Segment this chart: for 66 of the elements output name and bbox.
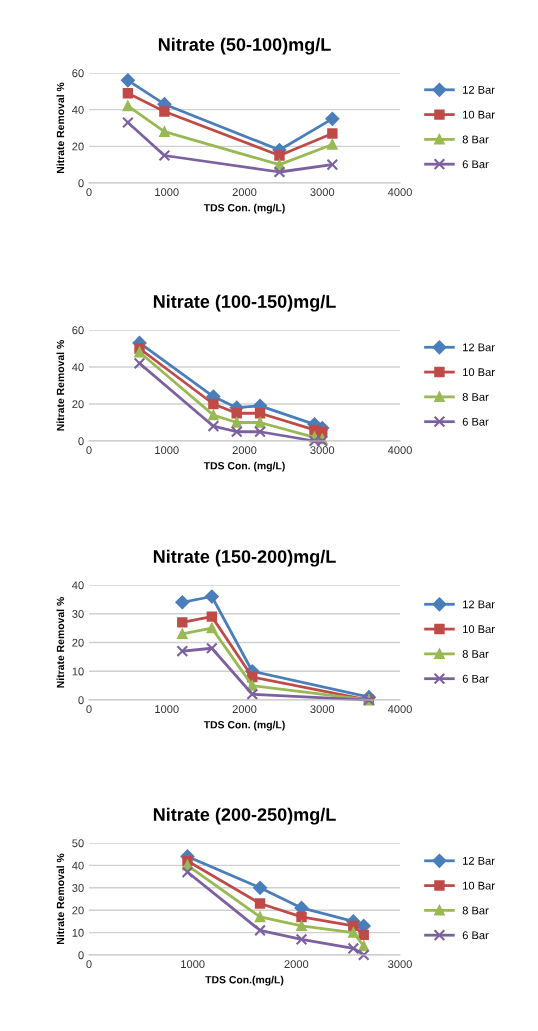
x-tick-label: 3000 (310, 188, 335, 197)
y-tick-label: 50 (72, 839, 84, 848)
legend-label: 8 Bar (462, 393, 489, 401)
legend-label: 6 Bar (462, 931, 489, 940)
y-axis-title: Nitrate Removal % (56, 597, 65, 688)
legend-label: 6 Bar (462, 674, 489, 683)
chart-title: Nitrate (50-100)mg/L (158, 37, 331, 55)
chart-title: Nitrate (200-250)mg/L (153, 807, 336, 825)
chart-title: Nitrate (100-150)mg/L (153, 294, 336, 312)
x-tick-label: 2000 (232, 446, 257, 455)
legend-label: 12 Bar (463, 85, 495, 94)
x-tick-label: 1000 (155, 705, 179, 714)
x-tick-label: 4000 (387, 188, 412, 197)
x-tick-label: 0 (86, 705, 92, 714)
x-axis-title: TDS Con. (mg/L) (203, 203, 285, 214)
y-axis-title: Nitrate Removal % (56, 340, 65, 431)
x-tick-label: 2000 (232, 705, 257, 714)
x-tick-label: 1000 (155, 446, 179, 455)
x-axis-title: TDS Con. (mg/L) (203, 461, 285, 472)
y-tick-label: 40 (72, 105, 84, 114)
y-tick-label: 20 (72, 142, 84, 151)
x-tick-label: 2000 (232, 188, 257, 197)
y-tick-label: 20 (72, 400, 84, 409)
x-tick-label: 0 (86, 446, 92, 455)
y-tick-label: 60 (72, 69, 84, 78)
x-axis-title: TDS Con.(mg/L) (205, 975, 284, 986)
x-tick-label: 1000 (181, 960, 205, 969)
legend-label: 10 Bar (463, 110, 495, 119)
x-axis-title: TDS Con. (mg/L) (203, 720, 285, 731)
x-tick-label: 0 (86, 188, 92, 197)
legend-label: 12 Bar (463, 343, 495, 352)
legend-label: 8 Bar (462, 135, 489, 144)
legend-label: 10 Bar (463, 625, 495, 634)
y-tick-label: 0 (78, 696, 84, 705)
legend-label: 8 Bar (462, 906, 489, 915)
y-tick-label: 60 (72, 326, 84, 335)
chart-title: Nitrate (150-200)mg/L (153, 549, 336, 567)
y-tick-label: 10 (72, 928, 84, 937)
y-tick-label: 20 (72, 906, 84, 915)
y-tick-label: 30 (72, 610, 84, 618)
y-tick-label: 40 (72, 581, 84, 590)
legend-label: 12 Bar (463, 856, 495, 865)
legend-label: 8 Bar (462, 650, 489, 658)
legend-label: 10 Bar (463, 368, 495, 377)
x-tick-label: 1000 (155, 188, 179, 197)
x-tick-label: 4000 (387, 705, 412, 714)
legend-label: 12 Bar (463, 600, 495, 609)
legend-label: 6 Bar (462, 160, 489, 169)
y-tick-label: 30 (72, 884, 84, 892)
y-axis-title: Nitrate Removal % (56, 853, 65, 945)
y-tick-label: 0 (78, 951, 84, 960)
x-tick-label: 3000 (310, 705, 335, 714)
y-tick-label: 20 (72, 638, 84, 647)
x-tick-label: 2000 (284, 960, 309, 969)
y-tick-label: 10 (72, 667, 84, 676)
y-tick-label: 0 (78, 437, 84, 446)
y-tick-label: 0 (78, 179, 84, 188)
y-tick-label: 40 (72, 861, 84, 870)
x-tick-label: 4000 (387, 446, 412, 455)
y-axis-title: Nitrate Removal % (56, 82, 65, 174)
legend-label: 10 Bar (463, 881, 495, 890)
x-tick-label: 0 (86, 960, 92, 969)
y-tick-label: 40 (72, 363, 84, 372)
x-tick-label: 3000 (388, 960, 412, 969)
x-tick-label: 3000 (310, 446, 335, 455)
legend-label: 6 Bar (462, 417, 489, 426)
